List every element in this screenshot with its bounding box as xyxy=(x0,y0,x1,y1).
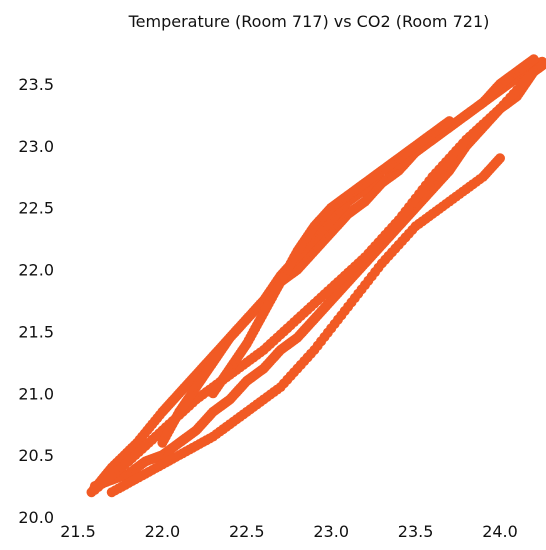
x-tick-label: 23.0 xyxy=(313,522,349,541)
x-tick-label: 21.5 xyxy=(60,522,96,541)
y-tick-label: 21.0 xyxy=(18,384,54,403)
x-tick-labels: 21.5 22.0 22.5 23.0 23.5 24.0 xyxy=(60,522,518,541)
scatter-points xyxy=(86,54,546,498)
scatter-point xyxy=(495,153,505,164)
x-tick-label: 22.0 xyxy=(145,522,181,541)
x-tick-label: 23.5 xyxy=(398,522,434,541)
scatter-point xyxy=(537,60,546,71)
y-tick-label: 20.0 xyxy=(18,508,54,527)
scatter-point xyxy=(444,116,455,127)
y-tick-labels: 20.0 20.5 21.0 21.5 22.0 22.5 23.0 23.5 xyxy=(18,75,54,527)
x-tick-label: 24.0 xyxy=(482,522,518,541)
y-tick-label: 23.5 xyxy=(18,75,54,94)
y-tick-label: 21.5 xyxy=(18,322,54,341)
y-tick-label: 22.5 xyxy=(18,199,54,218)
x-tick-label: 22.5 xyxy=(229,522,265,541)
y-tick-label: 20.5 xyxy=(18,446,54,465)
chart-title: Temperature (Room 717) vs CO2 (Room 721) xyxy=(128,12,490,31)
y-tick-label: 22.0 xyxy=(18,261,54,280)
y-tick-label: 23.0 xyxy=(18,137,54,156)
scatter-point xyxy=(528,54,539,65)
